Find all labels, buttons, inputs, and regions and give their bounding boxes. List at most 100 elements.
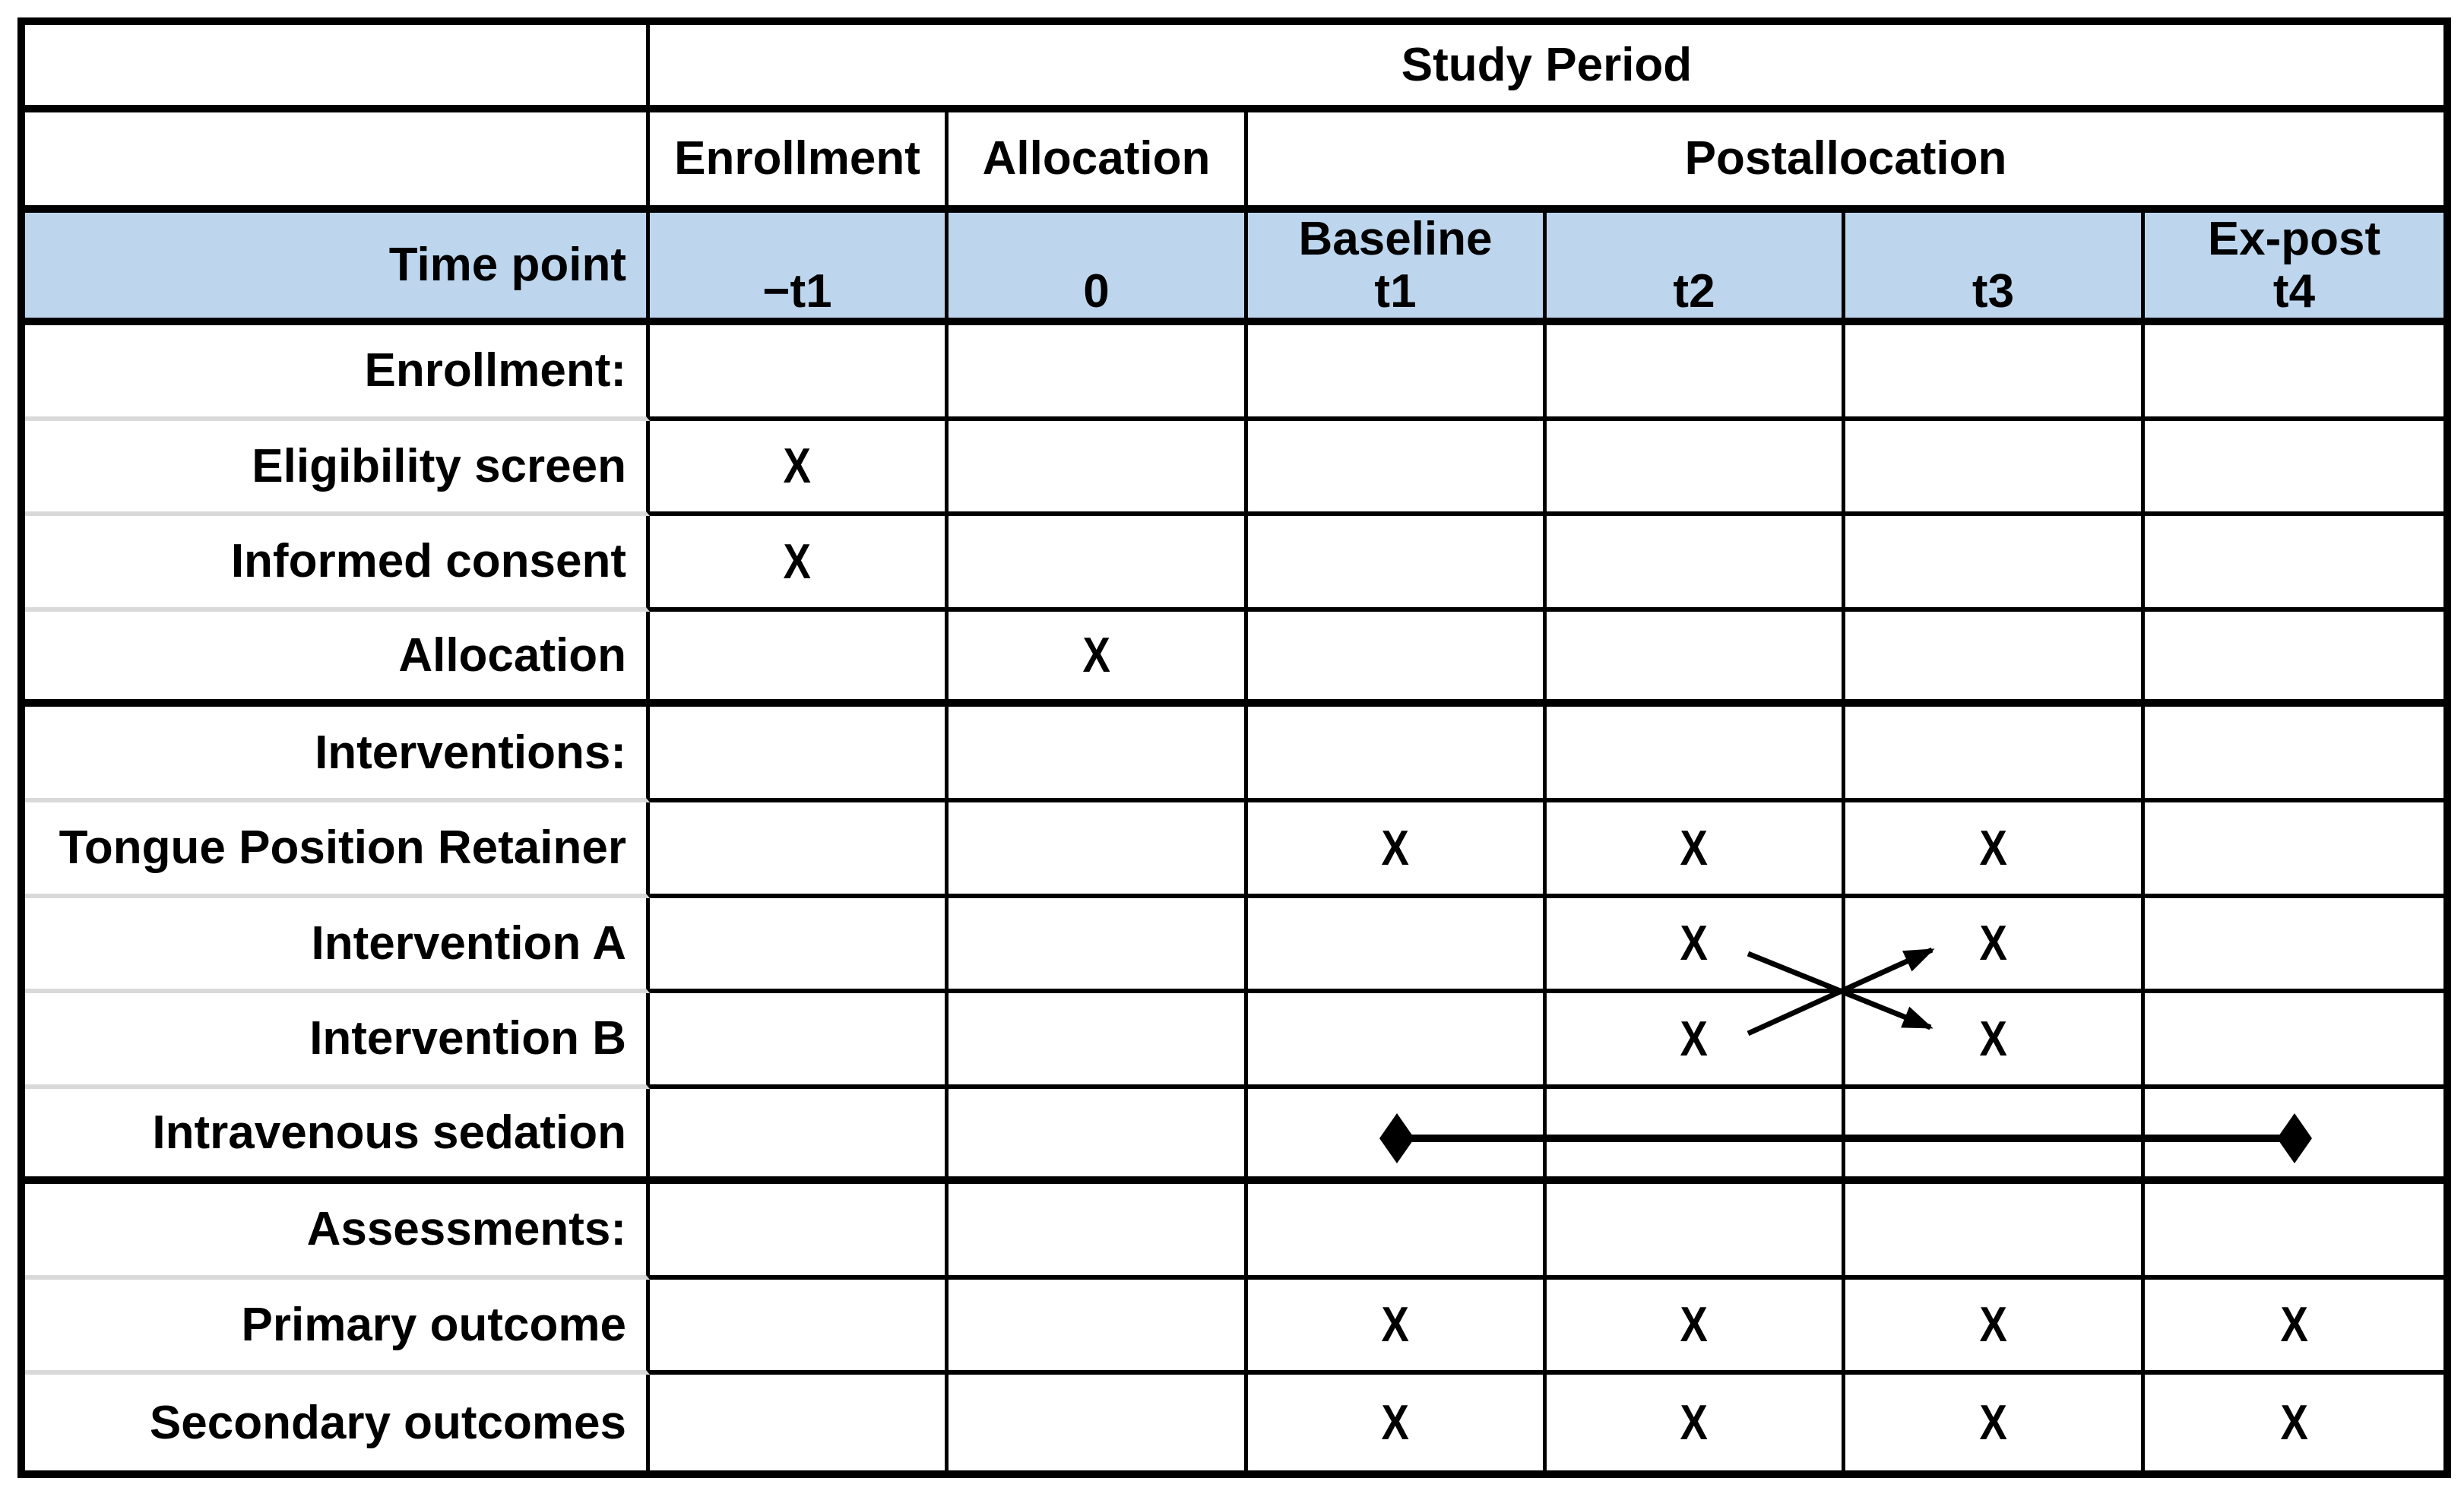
mark-cell	[2145, 612, 2443, 707]
mark-cell	[650, 802, 949, 898]
time-point-label: Time point	[25, 213, 650, 325]
x-mark: X	[1979, 1394, 2007, 1451]
mark-cell	[2145, 707, 2443, 802]
time-point-col-t1: Baseline t1	[1248, 213, 1547, 325]
phase-header-enrollment: Enrollment	[650, 112, 949, 213]
mark-cell	[1845, 325, 2145, 421]
x-mark: X	[1979, 915, 2007, 971]
mark-cell	[949, 1375, 1248, 1470]
mark-cell: X	[1547, 897, 1845, 994]
row-label-intravenous-sedation: Intravenous sedation	[25, 1088, 650, 1185]
time-point-col-0: 0	[949, 213, 1248, 325]
mark-cell	[949, 1184, 1248, 1280]
time-point-code: t2	[1673, 264, 1715, 318]
corner-cell-1	[25, 25, 650, 112]
mark-cell	[2145, 325, 2443, 421]
mark-cell: X	[1547, 802, 1845, 898]
row-label-tongue-position-retainer: Tongue Position Retainer	[25, 802, 650, 898]
mark-cell	[949, 993, 1248, 1089]
mark-cell	[1248, 420, 1547, 517]
mark-cell	[949, 707, 1248, 802]
study-period-header: Study Period	[650, 25, 2443, 112]
x-mark: X	[783, 533, 812, 589]
mark-cell	[650, 1184, 949, 1280]
mark-cell	[2145, 993, 2443, 1089]
schedule-table: Study Period Enrollment Allocation Posta…	[17, 17, 2451, 1478]
mark-cell	[650, 707, 949, 802]
time-point-col-minus-t1: −t1	[650, 213, 949, 325]
x-mark: X	[1082, 627, 1110, 683]
row-label-interventions-section: Interventions:	[25, 707, 650, 802]
row-label-secondary-outcomes: Secondary outcomes	[25, 1375, 650, 1470]
time-point-col-t3: t3	[1845, 213, 2145, 325]
time-point-code: t1	[1374, 264, 1417, 318]
row-label-primary-outcome: Primary outcome	[25, 1279, 650, 1375]
mark-cell	[949, 325, 1248, 421]
mark-cell	[1547, 707, 1845, 802]
mark-cell: X	[1547, 1375, 1845, 1470]
mark-cell	[1547, 611, 1845, 707]
mark-cell	[650, 1088, 949, 1185]
mark-cell	[650, 611, 949, 707]
mark-cell	[1248, 516, 1547, 612]
x-mark: X	[1381, 819, 1410, 875]
time-point-code: 0	[1083, 264, 1110, 318]
mark-cell	[1547, 1088, 1845, 1185]
mark-cell: X	[1248, 802, 1547, 898]
mark-cell	[1547, 325, 1845, 421]
mark-cell	[949, 1279, 1248, 1375]
mark-cell: X	[1248, 1279, 1547, 1375]
x-mark: X	[2280, 1394, 2308, 1451]
mark-cell	[2145, 421, 2443, 517]
mark-cell	[949, 1088, 1248, 1185]
mark-cell	[2145, 898, 2443, 994]
mark-cell: X	[1845, 802, 2145, 898]
mark-cell	[1845, 1088, 2145, 1185]
mark-cell: X	[1845, 993, 2145, 1089]
mark-cell	[1845, 516, 2145, 612]
phase-header-postallocation: Postallocation	[1248, 112, 2443, 213]
x-mark: X	[1680, 915, 1709, 971]
row-label-intervention-b: Intervention B	[25, 993, 650, 1089]
row-label-eligibility-screen: Eligibility screen	[25, 420, 650, 517]
mark-cell	[650, 993, 949, 1089]
mark-cell: X	[1845, 897, 2145, 994]
x-mark: X	[2280, 1296, 2308, 1353]
mark-cell	[650, 1279, 949, 1375]
time-point-top	[1547, 213, 1842, 265]
time-point-col-t2: t2	[1547, 213, 1845, 325]
mark-cell	[1845, 420, 2145, 517]
mark-cell	[1845, 611, 2145, 707]
x-mark: X	[1979, 1010, 2007, 1066]
time-point-top	[1845, 213, 2141, 265]
mark-cell: X	[650, 420, 949, 517]
mark-cell	[2145, 802, 2443, 898]
time-point-top	[949, 213, 1244, 265]
mark-cell: X	[1845, 1279, 2145, 1375]
x-mark: X	[1381, 1296, 1410, 1353]
mark-cell	[1248, 325, 1547, 421]
x-mark: X	[1680, 819, 1709, 875]
mark-cell	[2145, 1184, 2443, 1280]
mark-cell	[1248, 1184, 1547, 1280]
x-mark: X	[1979, 819, 2007, 875]
mark-cell	[1248, 1088, 1547, 1185]
time-point-top: Ex-post	[2207, 213, 2381, 265]
row-label-assessments-section: Assessments:	[25, 1184, 650, 1280]
mark-cell: X	[1248, 1375, 1547, 1470]
mark-cell	[2145, 1089, 2443, 1185]
time-point-code: t4	[2272, 264, 2316, 318]
mark-cell	[1248, 897, 1547, 994]
mark-cell: X	[1547, 1279, 1845, 1375]
time-point-code: −t1	[762, 264, 832, 318]
mark-cell: X	[1547, 993, 1845, 1089]
row-label-intervention-a: Intervention A	[25, 897, 650, 994]
mark-cell	[1248, 993, 1547, 1089]
mark-cell	[1845, 1184, 2145, 1280]
x-mark: X	[1680, 1394, 1709, 1451]
mark-cell: X	[2145, 1375, 2443, 1470]
mark-cell	[949, 420, 1248, 517]
corner-cell-2	[25, 112, 650, 213]
mark-cell	[949, 516, 1248, 612]
